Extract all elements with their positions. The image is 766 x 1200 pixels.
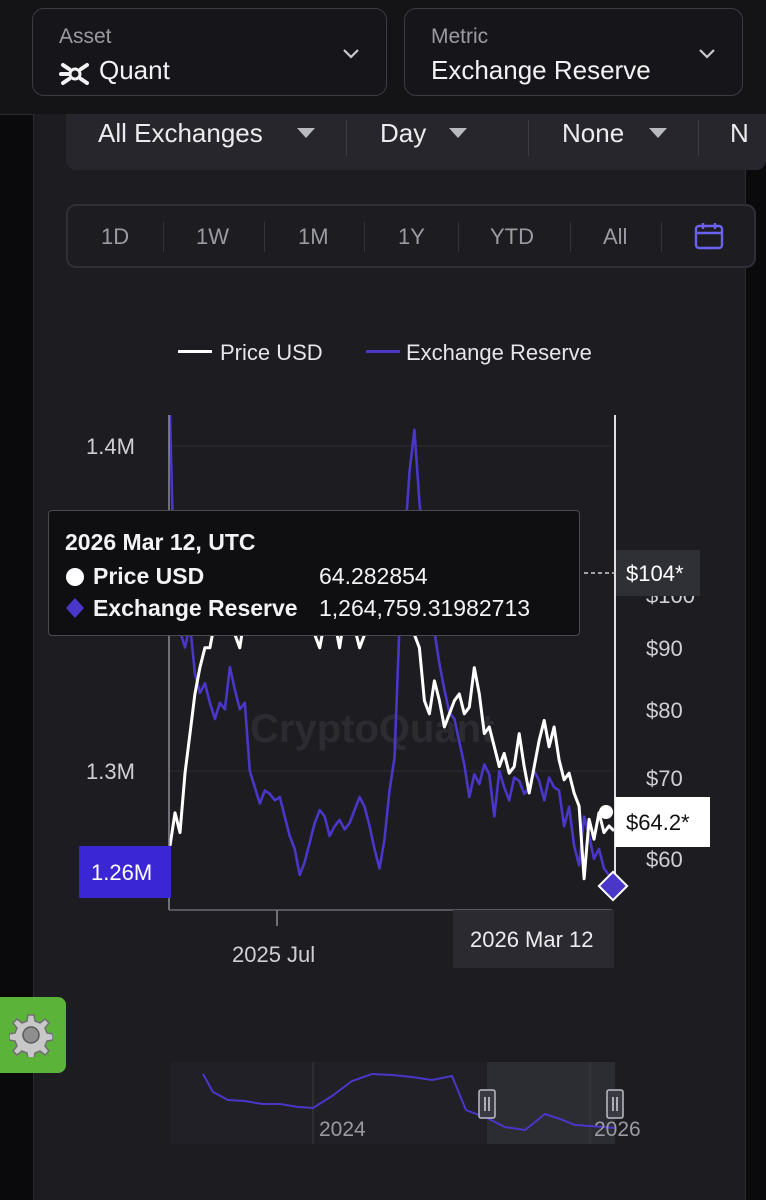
reserve-diamond-icon xyxy=(66,598,84,618)
chevron-down-icon xyxy=(342,47,360,65)
legend-reserve-label[interactable]: Exchange Reserve xyxy=(406,340,592,365)
x-tick-label: 2025 Jul xyxy=(232,942,315,967)
divider xyxy=(458,222,459,252)
divider xyxy=(570,222,571,252)
divider xyxy=(364,222,365,252)
navigator-label: 2024 xyxy=(319,1118,366,1141)
gear-icon xyxy=(9,1014,53,1057)
tooltip-price-value: 64.282854 xyxy=(319,563,428,589)
watermark: CryptoQuant xyxy=(250,707,494,751)
crosshair-date-value: 2026 Mar 12 xyxy=(470,927,594,952)
chart-panel xyxy=(33,114,746,1200)
reserve-marker xyxy=(597,870,629,902)
y-left-tick-label: 1.3M xyxy=(86,759,135,784)
navigator-handle-left[interactable] xyxy=(478,1089,496,1119)
divider xyxy=(528,120,529,156)
reserve-current-value: 1.26M xyxy=(91,860,153,885)
price-high-tag: $104* xyxy=(616,550,700,596)
navigator-handle-right[interactable] xyxy=(606,1089,624,1119)
range-1d[interactable]: 1D xyxy=(101,224,130,249)
asset-value: Quant xyxy=(99,55,170,85)
range-ytd[interactable]: YTD xyxy=(490,224,534,249)
asset-label: Asset xyxy=(59,25,112,48)
range-all[interactable]: All xyxy=(603,224,628,249)
interval-filter[interactable]: Day xyxy=(380,118,427,148)
price-current-value: $64.2* xyxy=(626,810,690,835)
chevron-down-icon xyxy=(649,128,667,138)
grid xyxy=(170,445,612,772)
crosshair-date-tag: 2026 Mar 12 xyxy=(453,910,614,968)
exchange-reserve-series xyxy=(168,414,616,887)
metric-selector[interactable]: Metric Exchange Reserve xyxy=(404,8,743,96)
reserve-current-tag: 1.26M xyxy=(79,846,171,898)
y-right-tick-label: $80 xyxy=(646,698,683,723)
legend-price-label[interactable]: Price USD xyxy=(220,340,323,365)
calendar-icon[interactable] xyxy=(694,221,724,256)
smoothing-filter[interactable]: None xyxy=(562,118,625,148)
metric-value: Exchange Reserve xyxy=(431,55,651,85)
tooltip-title: 2026 Mar 12, UTC xyxy=(65,529,256,555)
divider xyxy=(264,222,265,252)
more-filter[interactable]: N xyxy=(730,118,749,148)
y-right-tick-label: $60 xyxy=(646,847,683,872)
y-right-tick-label: $90 xyxy=(646,636,683,661)
legend-reserve-swatch xyxy=(366,350,400,353)
y-right-tick-label: $70 xyxy=(646,766,683,791)
price-high-value: $104* xyxy=(626,561,684,586)
divider xyxy=(698,120,699,156)
tooltip-reserve-value: 1,264,759.31982713 xyxy=(319,595,531,621)
legend-price-swatch xyxy=(178,350,212,353)
range-1y[interactable]: 1Y xyxy=(398,224,425,249)
settings-button[interactable] xyxy=(0,997,66,1073)
price-dot-icon xyxy=(66,568,84,586)
tooltip-price-name: Price USD xyxy=(93,563,205,589)
navigator-series xyxy=(202,1072,616,1132)
price-marker xyxy=(599,805,613,819)
range-1w[interactable]: 1W xyxy=(196,224,229,249)
filter-bar xyxy=(66,114,766,170)
tooltip-reserve-name: Exchange Reserve xyxy=(93,595,298,621)
chevron-down-icon xyxy=(297,128,315,138)
divider xyxy=(163,222,164,252)
navigator-selection[interactable] xyxy=(487,1062,615,1144)
navigator-label: 2026 xyxy=(594,1118,641,1141)
chevron-down-icon xyxy=(698,47,716,65)
exchange-filter[interactable]: All Exchanges xyxy=(98,118,263,148)
divider xyxy=(346,120,347,156)
range-1m[interactable]: 1M xyxy=(298,224,329,249)
divider xyxy=(661,222,662,252)
chevron-down-icon xyxy=(449,128,467,138)
metric-label: Metric xyxy=(431,25,489,48)
asset-selector[interactable]: Asset Quant xyxy=(32,8,387,96)
range-selector xyxy=(66,204,756,268)
y-left-tick-label: 1.4M xyxy=(86,434,135,459)
tooltip: 2026 Mar 12, UTC Price USD 64.282854 Exc… xyxy=(48,510,580,636)
price-current-tag: $64.2* xyxy=(615,797,710,847)
quant-logo-icon xyxy=(59,59,91,94)
